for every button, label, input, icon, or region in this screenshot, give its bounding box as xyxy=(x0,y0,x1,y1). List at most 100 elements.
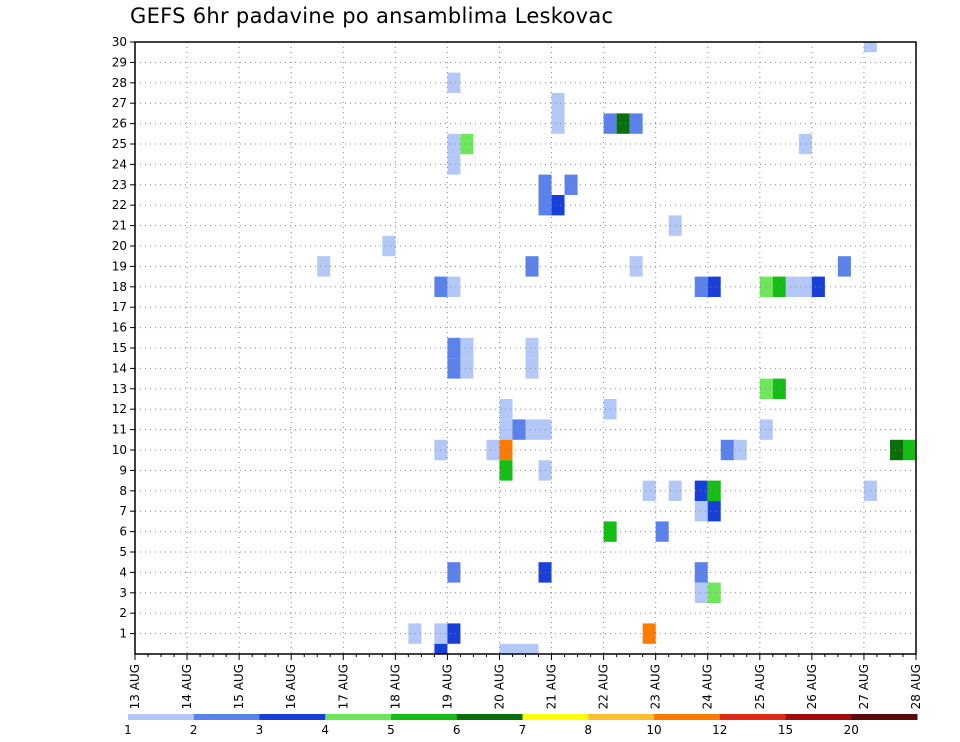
heatmap-cell xyxy=(460,337,474,359)
x-tick-label: 23 AUG xyxy=(649,664,663,709)
heatmap-cell xyxy=(785,276,799,297)
heatmap-cell xyxy=(655,521,669,542)
x-tick-label: 18 AUG xyxy=(388,664,402,709)
y-tick-label: 30 xyxy=(112,35,127,49)
y-tick-label: 14 xyxy=(112,361,127,375)
heatmap-cell xyxy=(447,358,461,379)
heatmap-cell xyxy=(694,582,708,603)
y-tick-label: 2 xyxy=(119,606,127,620)
legend-label: 4 xyxy=(321,723,329,737)
y-tick-label: 17 xyxy=(112,300,127,314)
x-tick-label: 24 AUG xyxy=(701,664,715,709)
x-tick-label: 22 AUG xyxy=(597,664,611,709)
legend-swatch xyxy=(654,714,721,720)
heatmap-cell xyxy=(512,643,526,654)
heatmap-cell xyxy=(460,133,474,155)
y-tick-label: 13 xyxy=(112,382,127,396)
legend-label: 5 xyxy=(387,723,395,737)
y-tick-label: 6 xyxy=(119,525,127,539)
y-tick-label: 11 xyxy=(112,423,127,437)
heatmap-cell xyxy=(447,337,461,359)
x-tick-label: 25 AUG xyxy=(753,664,767,709)
y-tick-label: 10 xyxy=(112,443,127,457)
legend-swatch xyxy=(259,714,326,720)
color-legend: 1 2 3 4 5 6 7 8 10 12 15 20 xyxy=(124,714,918,737)
heatmap-cell xyxy=(564,174,578,195)
y-tick-label: 29 xyxy=(112,55,127,69)
heatmap-cell xyxy=(759,378,773,399)
y-tick-label: 23 xyxy=(112,178,127,192)
heatmap-cell xyxy=(551,93,565,114)
heatmap-cell xyxy=(694,480,708,501)
heatmap-cell xyxy=(525,643,539,654)
legend-label: 2 xyxy=(190,723,198,737)
y-tick-label: 4 xyxy=(119,565,127,579)
y-tick-label: 22 xyxy=(112,198,127,212)
heatmap-cell xyxy=(408,623,422,644)
legend-label: 8 xyxy=(584,723,592,737)
heatmap-cell xyxy=(447,562,461,583)
heatmap-cell xyxy=(551,113,565,134)
heatmap-cell xyxy=(434,643,448,654)
heatmap-cell xyxy=(447,276,461,297)
grid-lines xyxy=(135,42,916,654)
x-tick-label: 26 AUG xyxy=(805,664,819,709)
heatmap-cell xyxy=(525,256,539,277)
heatmap-cell xyxy=(447,154,461,175)
legend-label: 1 xyxy=(124,723,132,737)
x-tick-label: 15 AUG xyxy=(232,664,246,709)
x-tick-label: 27 AUG xyxy=(857,664,871,709)
y-tick-label: 20 xyxy=(112,239,127,253)
legend-label: 10 xyxy=(646,723,661,737)
y-tick-label: 27 xyxy=(112,96,127,110)
heatmap-cell xyxy=(642,480,656,501)
heatmap-cell xyxy=(772,276,786,297)
legend-swatch xyxy=(325,714,392,720)
heatmap-cell xyxy=(707,582,721,603)
heatmap-cell xyxy=(460,358,474,379)
x-axis: 13 AUG 14 AUG 15 AUG 16 AUG 17 AUG 18 AUG 19 A… xyxy=(128,654,923,709)
heatmap-cell xyxy=(772,378,786,399)
y-tick-label: 8 xyxy=(119,484,127,498)
x-tick-label: 17 AUG xyxy=(336,664,350,709)
legend-swatch xyxy=(522,714,589,720)
legend-label: 3 xyxy=(256,723,264,737)
y-axis: 1234567891011121314151617181920212223242… xyxy=(112,35,135,641)
heatmap-cell xyxy=(837,256,851,277)
heatmap-cell xyxy=(759,276,773,297)
legend-swatch xyxy=(785,714,852,720)
heatmap-cell xyxy=(889,439,903,461)
heatmap-cell xyxy=(499,643,513,654)
legend-swatch xyxy=(719,714,786,720)
heatmap-cell xyxy=(629,256,643,277)
y-tick-label: 25 xyxy=(112,137,127,151)
heatmap-cell xyxy=(629,113,643,134)
heatmap-cell xyxy=(811,276,825,297)
y-tick-label: 7 xyxy=(119,504,127,518)
legend-swatch xyxy=(851,714,918,720)
heatmap-cell xyxy=(902,439,916,461)
y-tick-label: 19 xyxy=(112,259,127,273)
x-tick-label: 20 AUG xyxy=(492,664,506,709)
x-tick-label: 19 AUG xyxy=(440,664,454,709)
legend-swatch xyxy=(391,714,458,720)
heatmap-cell xyxy=(551,195,565,216)
y-tick-label: 28 xyxy=(112,76,127,90)
legend-label: 15 xyxy=(778,723,793,737)
heatmap-cell xyxy=(720,439,734,461)
y-tick-label: 12 xyxy=(112,402,127,416)
legend-swatch xyxy=(193,714,260,720)
y-tick-label: 1 xyxy=(119,627,127,641)
x-tick-label: 28 AUG xyxy=(909,664,923,709)
y-tick-label: 3 xyxy=(119,586,127,600)
y-tick-label: 15 xyxy=(112,341,127,355)
chart-title: GEFS 6hr padavine po ansamblima Leskovac xyxy=(130,4,614,28)
y-tick-label: 21 xyxy=(112,219,127,233)
heatmap-cell xyxy=(486,439,500,461)
x-tick-label: 16 AUG xyxy=(284,664,298,709)
heatmap-cell xyxy=(525,419,539,440)
heatmap-cell xyxy=(707,480,721,501)
heatmap-cell xyxy=(694,501,708,522)
legend-label: 12 xyxy=(712,723,727,737)
